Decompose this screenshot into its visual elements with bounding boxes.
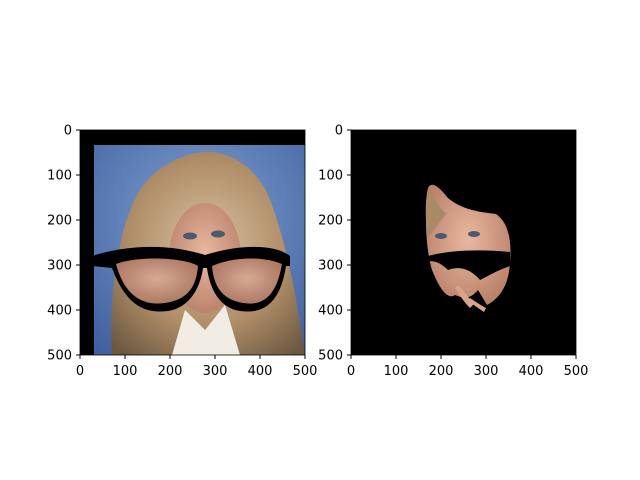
right-y-tick-label: 400 [318,304,343,319]
hair-fragment [425,188,446,238]
left-x-tick-label: 200 [158,364,183,379]
left-eye-icon [183,232,197,240]
left-x-tick-label: 100 [113,364,138,379]
right-axes-frame [350,129,577,356]
left-y-tick-label: 300 [47,259,72,274]
cutout-glasses-void [428,250,510,280]
cutout-left-eye-icon [435,233,447,239]
right-y-tick-label: 0 [335,124,343,139]
right-y-tick-label: 100 [318,169,343,184]
collar-shape [172,305,240,355]
right-y-axis: 0 100 200 300 400 500 [318,124,351,364]
left-x-tick-label: 300 [203,364,228,379]
right-y-tick-label: 300 [318,259,343,274]
left-x-axis: 0 100 200 300 400 500 [76,355,318,379]
left-y-axis: 0 100 200 300 400 500 [47,124,80,364]
cutout-chin-fragment [455,285,474,308]
left-y-tick-label: 100 [47,169,72,184]
left-y-tick-label: 200 [47,214,72,229]
cutout-lip-fragment [468,298,486,312]
cutout-right-eye-icon [468,231,480,237]
right-x-tick-label: 0 [347,364,355,379]
right-x-tick-label: 100 [384,364,409,379]
right-y-tick-label: 200 [318,214,343,229]
right-x-tick-label: 200 [429,364,454,379]
left-x-tick-label: 500 [293,364,318,379]
right-y-tick-label: 500 [318,349,343,364]
right-eye-icon [211,230,225,238]
glasses-overlay-icon [92,246,290,312]
right-x-tick-label: 500 [564,364,589,379]
left-x-tick-label: 0 [76,364,84,379]
left-axes-frame [79,129,306,356]
left-y-tick-label: 500 [47,349,72,364]
left-x-tick-label: 400 [248,364,273,379]
left-y-tick-label: 0 [64,124,72,139]
right-x-axis: 0 100 200 300 400 500 [347,355,589,379]
right-image-panel [351,130,576,355]
right-x-tick-label: 400 [519,364,544,379]
right-x-tick-label: 300 [474,364,499,379]
left-y-tick-label: 400 [47,304,72,319]
left-image-panel [80,130,305,355]
